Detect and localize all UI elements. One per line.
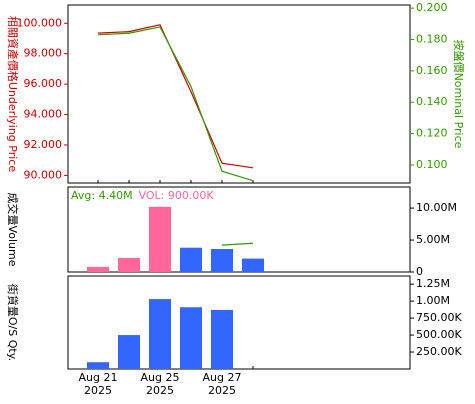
bar (211, 309, 233, 369)
bar (118, 257, 140, 272)
y-axis-label: 成交量Volume (6, 193, 20, 267)
plot-frame (67, 4, 411, 184)
legend-entry: Avg: 4.40M (71, 189, 133, 202)
y-tick-label: 1.25M (416, 277, 450, 290)
y-tick-label: 250.00K (416, 345, 462, 358)
bar (118, 335, 140, 369)
x-tick-label: Aug 21 2025 (78, 371, 118, 397)
y-tick-label: 98.000 (24, 47, 63, 60)
line (97, 26, 254, 182)
bar (180, 247, 202, 272)
legend-entry: VOL: 900.00K (139, 189, 215, 202)
bar (180, 307, 202, 369)
y-tick-label: 750.00K (416, 311, 462, 324)
bar (149, 299, 171, 369)
line (221, 242, 254, 246)
y2-tick-label: 0.140 (416, 95, 448, 108)
x-tick-label: Aug 25 2025 (140, 371, 180, 397)
line (97, 24, 254, 169)
y-tick-label: 0 (416, 265, 423, 278)
y-tick-label: 500.00K (416, 328, 462, 341)
bar (149, 206, 171, 272)
y2-tick-label: 0.120 (416, 127, 448, 140)
bar (211, 248, 233, 272)
y-tick-label: 90.000 (24, 168, 63, 181)
y2-tick-label: 0.200 (416, 1, 448, 14)
y-tick-label: 10.00M (416, 201, 457, 214)
y2-tick-label: 0.100 (416, 158, 448, 171)
plot-frame (67, 186, 411, 273)
y-tick-label: 5.00M (416, 233, 450, 246)
y2-tick-label: 0.180 (416, 33, 448, 46)
bar (87, 266, 109, 272)
y-tick-label: 92.000 (24, 138, 63, 151)
plot-frame (67, 275, 411, 370)
y2-axis-label: 按盤價Nominal Price (452, 40, 466, 149)
y-axis-label: 相關資產價格Underlying Price (6, 16, 20, 172)
y-axis-label: 街貨量O/S Qty. (6, 284, 20, 361)
bar (87, 362, 109, 369)
y-tick-label: 94.000 (24, 108, 63, 121)
y-tick-label: 96.000 (24, 77, 63, 90)
y2-tick-label: 0.160 (416, 64, 448, 77)
x-tick-label: Aug 27 2025 (202, 371, 242, 397)
y-tick-label: 100.000 (17, 16, 63, 29)
bar (242, 258, 264, 272)
y-tick-label: 1.00M (416, 294, 450, 307)
